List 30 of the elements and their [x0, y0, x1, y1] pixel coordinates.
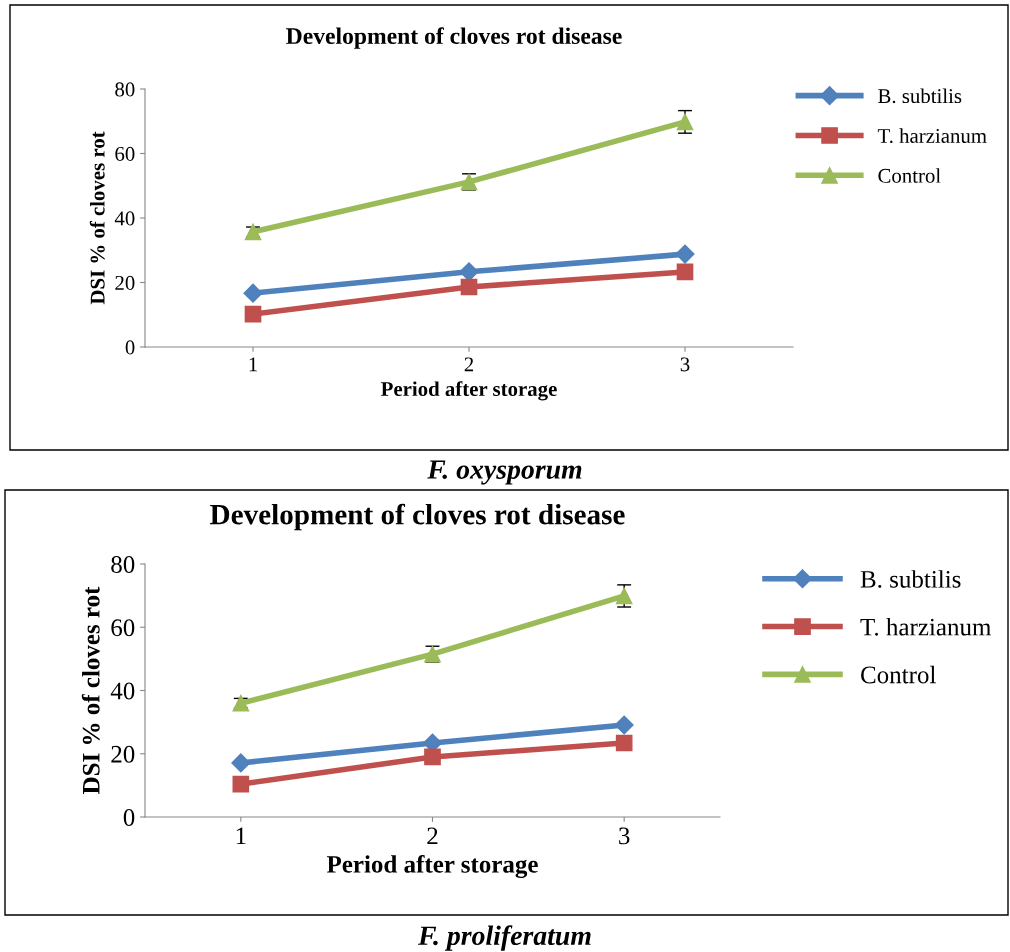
- y-tick-label: 40: [114, 211, 135, 226]
- y-tick-label: 20: [111, 745, 135, 763]
- x-axis-title: Period after storage: [381, 381, 557, 401]
- y-tick-label: 80: [111, 556, 135, 573]
- x-tick-label: 1: [236, 827, 246, 845]
- chart-title: Development of cloves rot disease: [286, 27, 622, 49]
- x-tick-label: 3: [619, 827, 630, 845]
- y-axis-title: DSI % of cloves rot: [89, 131, 105, 305]
- y-axis-title: DSI % of cloves rot: [81, 586, 100, 794]
- legend-label: T. harzianum: [877, 128, 987, 144]
- text: F. oxysporum: [427, 460, 582, 485]
- x-tick-label: 2: [464, 357, 474, 372]
- text: F. proliferatum: [418, 925, 591, 951]
- y-tick-label: 0: [123, 809, 135, 826]
- y-tick-label: 60: [111, 619, 135, 637]
- x-tick-label: 1: [249, 357, 257, 372]
- legend-label: Control: [878, 168, 941, 183]
- x-tick-label: 3: [680, 357, 690, 372]
- chart-title: Development of cloves rot disease: [210, 503, 625, 531]
- y-tick-label: 40: [110, 682, 135, 700]
- x-tick-label: 2: [427, 827, 438, 845]
- legend-label: T. harzianum: [860, 617, 992, 636]
- legend-label: B. subtilis: [860, 570, 961, 588]
- y-tick-label: 80: [115, 82, 135, 97]
- legend-label: B. subtilis: [878, 88, 962, 104]
- x-axis-title: Period after storage: [326, 854, 538, 879]
- legend-label: Control: [861, 665, 936, 684]
- y-tick-label: 20: [115, 275, 135, 290]
- y-tick-label: 60: [115, 146, 135, 161]
- y-tick-label: 0: [125, 340, 135, 355]
